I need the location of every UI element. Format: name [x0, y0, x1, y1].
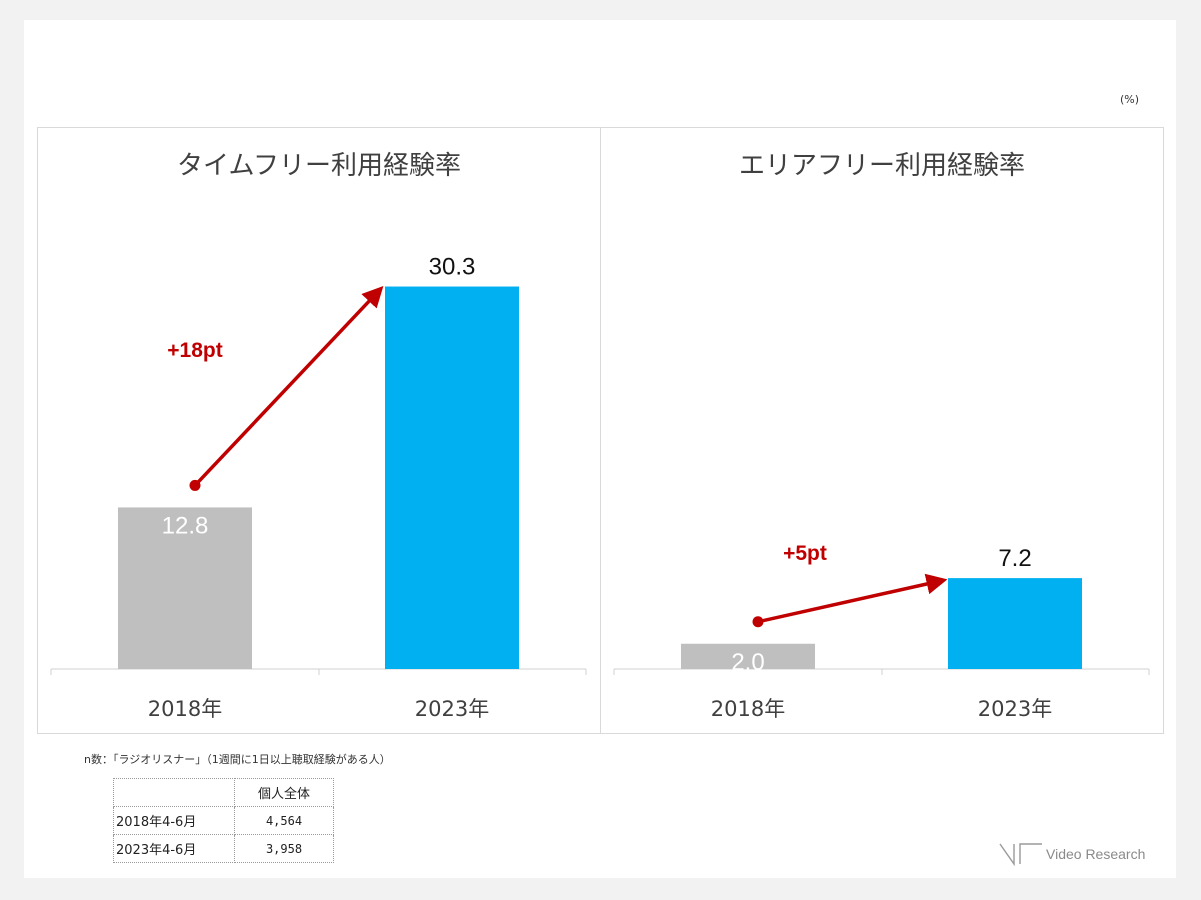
data-label: 2.0	[731, 649, 764, 676]
sample-note: n数：「ラジオリスナー」（1週間に1日以上聴取経験がある人）	[84, 753, 391, 766]
bar-2023年	[948, 578, 1082, 669]
logo-mark-icon	[999, 843, 1042, 867]
category-label: 2023年	[415, 697, 489, 721]
logo-text: Video Research	[1046, 846, 1146, 862]
chart-areafree: エリアフリー利用経験率 2.0 2018年 7.2 2023年 +5pt	[613, 151, 1150, 721]
bar-2023年	[385, 286, 519, 669]
data-label: 30.3	[429, 254, 476, 281]
table-row: 2018年4-6月 4,564	[113, 806, 334, 835]
table-header-row: 個人全体	[113, 778, 334, 807]
table-row-label: 2018年4-6月	[113, 806, 235, 835]
category-label: 2018年	[148, 697, 222, 721]
chart-panel-areafree: エリアフリー利用経験率 2.0 2018年 7.2 2023年 +5pt	[600, 127, 1164, 734]
category-label: 2023年	[978, 697, 1052, 721]
delta-label: +18pt	[167, 339, 222, 362]
unit-label: (%)	[1120, 93, 1140, 106]
trend-arrow	[193, 285, 384, 487]
trend-arrow	[757, 573, 948, 624]
data-label: 7.2	[998, 545, 1031, 572]
chart-title: タイムフリー利用経験率	[177, 151, 461, 181]
company-logo: Video Research	[998, 838, 1158, 868]
chart-panel-timefree: タイムフリー利用経験率 12.8 2018年 30.3 2023年 +18pt	[37, 127, 601, 734]
table-header-cell	[113, 778, 235, 807]
data-label: 12.8	[162, 512, 209, 539]
table-header-cell: 個人全体	[234, 778, 334, 807]
bar-2018年	[681, 643, 815, 669]
table-row-label: 2023年4-6月	[113, 834, 235, 863]
bar-2018年	[118, 507, 252, 669]
table-row-value: 3,958	[234, 834, 334, 863]
category-label: 2018年	[711, 697, 785, 721]
table-row-value: 4,564	[234, 806, 334, 835]
table-row: 2023年4-6月 3,958	[113, 834, 334, 863]
delta-label: +5pt	[783, 542, 827, 565]
sample-size-table: 個人全体 2018年4-6月 4,564 2023年4-6月 3,958	[113, 778, 334, 863]
chart-title: エリアフリー利用経験率	[739, 151, 1025, 181]
chart-timefree: タイムフリー利用経験率 12.8 2018年 30.3 2023年 +18pt	[50, 151, 587, 721]
